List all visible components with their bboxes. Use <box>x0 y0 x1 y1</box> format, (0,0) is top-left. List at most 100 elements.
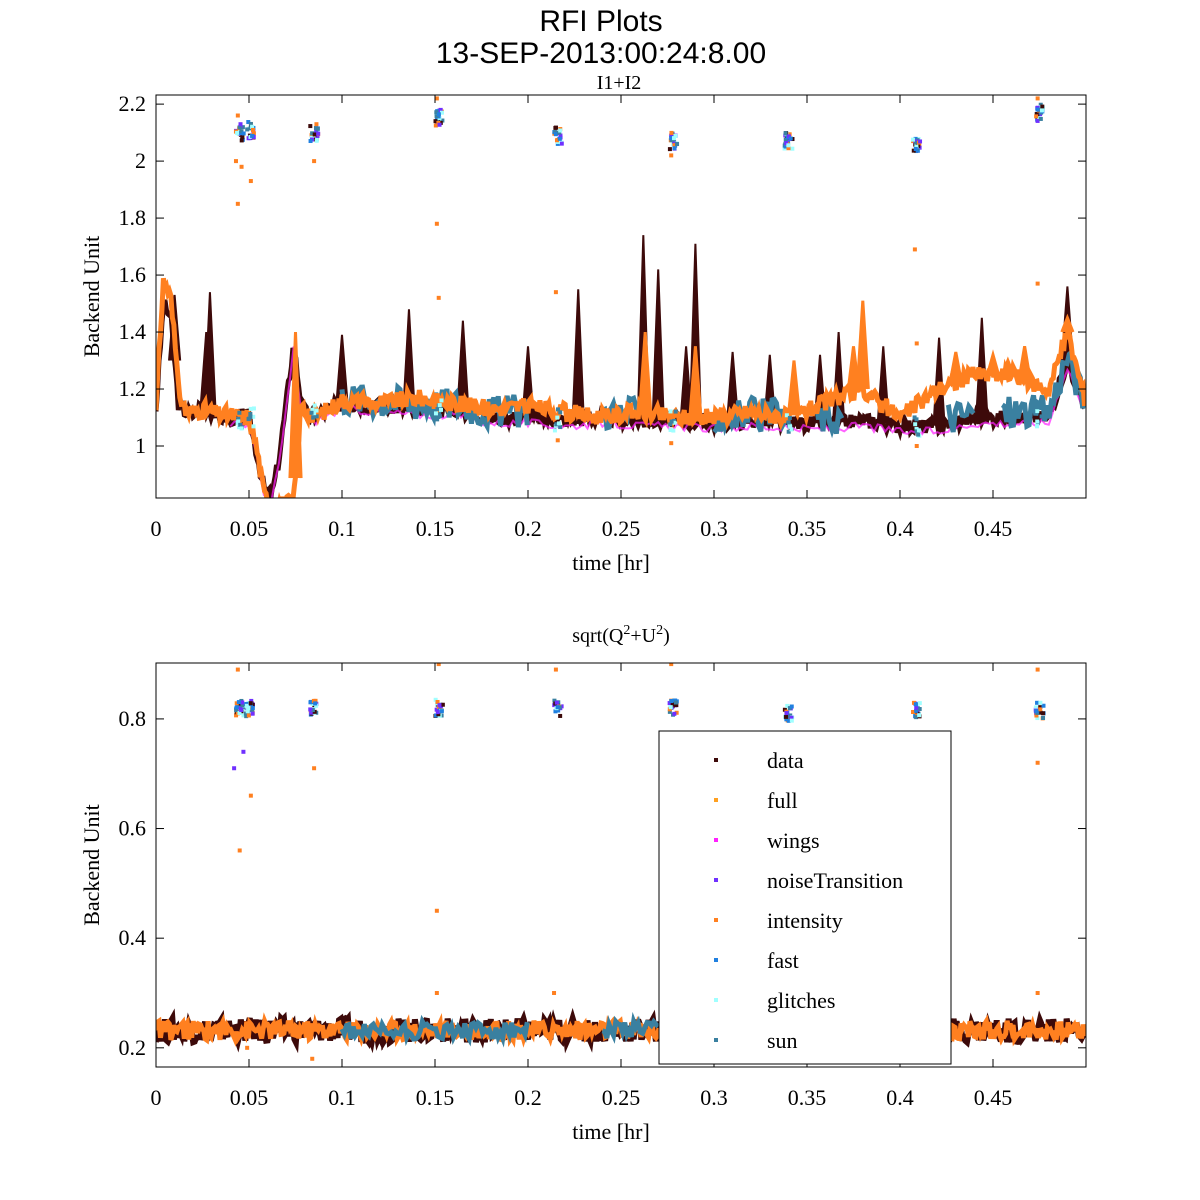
glitch-point <box>1035 405 1040 410</box>
cluster-point <box>1041 711 1046 716</box>
cluster-point <box>667 147 672 152</box>
cluster-point <box>440 702 445 707</box>
cluster-point <box>246 120 251 125</box>
cluster-point <box>914 141 919 146</box>
cluster-point <box>236 700 241 705</box>
glitch-point <box>237 425 242 430</box>
cluster-point <box>314 138 319 143</box>
x-tick-label: 0.05 <box>230 1085 269 1110</box>
cluster-point <box>240 703 245 708</box>
cluster-point <box>911 709 916 714</box>
cluster-point <box>1038 105 1043 110</box>
cluster-point <box>238 122 243 127</box>
x-tick-label: 0 <box>151 516 162 541</box>
intensity-outlier-point <box>436 663 441 667</box>
y-tick-label: 0.4 <box>119 925 147 950</box>
cluster-point <box>1035 700 1040 705</box>
cluster-point <box>245 127 250 132</box>
intensity-outlier-point <box>1035 281 1040 286</box>
cluster-point <box>917 701 922 706</box>
cluster-point <box>554 700 559 705</box>
intensity-outlier-point <box>914 444 919 449</box>
intensity-outlier-point <box>669 663 674 667</box>
cluster-point <box>784 714 789 719</box>
glitch-point <box>786 420 791 425</box>
legend-label-full: full <box>767 788 798 813</box>
intensity-outlier-point <box>312 766 317 771</box>
cluster-point <box>673 700 678 705</box>
cluster-point <box>913 702 918 707</box>
x-tick-label: 0.3 <box>700 516 728 541</box>
glitch-point <box>914 426 919 431</box>
cluster-point <box>234 705 239 710</box>
intensity-outlier-point <box>553 290 558 295</box>
data-spike <box>679 346 693 422</box>
cluster-point <box>789 704 794 709</box>
cluster-point <box>669 133 674 138</box>
cluster-point <box>672 146 677 151</box>
intensity-outlier-point <box>245 1045 250 1050</box>
intensity-spike <box>1060 313 1075 333</box>
cluster-point <box>1038 116 1043 121</box>
cluster-point <box>309 710 314 715</box>
top-panel-title: I1+I2 <box>597 72 642 94</box>
glitch-point <box>552 428 557 433</box>
intensity-outlier-point <box>312 159 317 164</box>
cluster-point <box>1039 108 1044 113</box>
cluster-point <box>440 118 445 123</box>
cluster-point <box>673 133 678 138</box>
glitch-point <box>433 411 438 416</box>
glitch-point <box>555 415 560 420</box>
cluster-point <box>558 713 563 718</box>
cluster-point <box>552 698 557 703</box>
cluster-point <box>914 708 919 713</box>
glitch-point <box>439 398 444 403</box>
cluster-point <box>1040 104 1045 109</box>
legend-label-sun: sun <box>767 1028 798 1053</box>
cluster-point <box>244 714 249 719</box>
legend-label-noiseTransition: noiseTransition <box>767 868 903 893</box>
intensity-outlier-point <box>248 179 253 184</box>
x-tick-label: 0.25 <box>602 516 641 541</box>
data-spike <box>975 317 989 418</box>
cluster-point <box>556 708 561 713</box>
intensity-outlier-point <box>552 990 557 995</box>
cluster-point <box>558 128 563 133</box>
intensity-spike <box>855 300 870 390</box>
glitch-point <box>437 403 442 408</box>
cluster-point <box>671 136 676 141</box>
cluster-point <box>783 144 788 149</box>
glitch-point <box>914 429 919 434</box>
noise-transition-point <box>241 749 246 754</box>
cluster-point <box>1038 705 1043 710</box>
cluster-point <box>435 699 440 704</box>
cluster-point <box>1035 118 1040 123</box>
cluster-point <box>310 708 315 713</box>
cluster-point <box>237 125 242 130</box>
cluster-point <box>250 711 255 716</box>
x-axis-label: time [hr] <box>572 1119 650 1144</box>
cluster-point <box>1035 107 1040 112</box>
y-tick-label: 1.2 <box>119 376 147 401</box>
y-tick-label: 0.2 <box>119 1035 147 1060</box>
y-tick-label: 1 <box>135 433 146 458</box>
cluster-point <box>235 130 240 135</box>
cluster-point <box>670 702 675 707</box>
cluster-point <box>667 707 672 712</box>
figure-subtitle: 13-SEP-2013:00:24:8.00 <box>436 37 766 70</box>
legend-marker-noiseTransition <box>714 878 718 882</box>
glitch-point <box>668 409 673 414</box>
intensity-outlier-point <box>555 438 560 443</box>
cluster-point <box>435 710 440 715</box>
y-tick-label: 2 <box>135 148 146 173</box>
cluster-point <box>433 697 438 702</box>
sun-series <box>601 394 641 432</box>
cluster-point <box>239 138 244 143</box>
intensity-outlier-point <box>434 221 439 226</box>
cluster-point <box>237 711 242 716</box>
glitch-point <box>558 425 563 430</box>
cluster-point <box>559 141 564 146</box>
cluster-point <box>784 141 789 146</box>
cluster-point <box>672 143 677 148</box>
cluster-point <box>311 698 316 703</box>
